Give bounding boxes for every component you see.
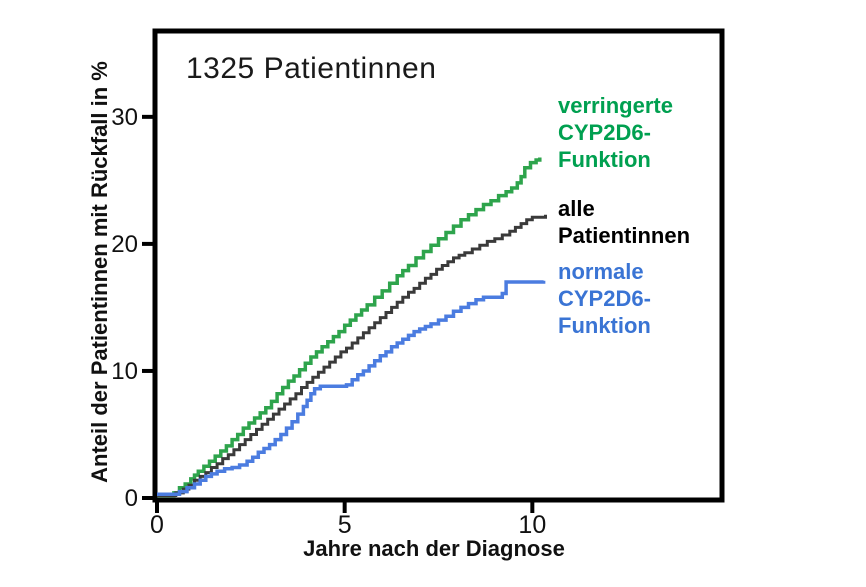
legend-line: normale xyxy=(558,259,644,284)
legend-item-verringerte-cyp2d6-funktion: verringerte CYP2D6- Funktion xyxy=(558,92,673,173)
y-tick-label: 10 xyxy=(111,358,138,385)
legend-item-alle-patientinnen: alle Patientinnen xyxy=(558,195,690,249)
curve-normale-cyp2d6-funktion xyxy=(157,280,546,496)
y-tick-label: 20 xyxy=(111,231,138,258)
x-tick-label: 5 xyxy=(338,511,352,539)
x-axis-label: Jahre nach der Diagnose xyxy=(303,536,565,561)
curve-alle-patientinnen xyxy=(157,214,547,497)
legend-line: CYP2D6- xyxy=(558,286,651,311)
chart-title: 1325 Patientinnen xyxy=(186,52,437,85)
y-tick-label: 30 xyxy=(111,104,138,131)
legend-item-normale-cyp2d6-funktion: normale CYP2D6- Funktion xyxy=(558,258,651,339)
x-tick-label: 10 xyxy=(518,511,546,539)
x-tick-label: 0 xyxy=(150,511,164,539)
y-axis-label: Anteil der Patientinnen mit Rückfall in … xyxy=(87,61,112,483)
y-tick-label: 0 xyxy=(125,485,138,512)
legend-line: CYP2D6- xyxy=(558,120,651,145)
legend-line: Patientinnen xyxy=(558,223,691,248)
curve-verringerte-cyp2d6-funktion xyxy=(157,157,542,498)
legend-line: Funktion xyxy=(558,313,651,338)
legend-line: alle xyxy=(558,196,595,221)
legend-line: Funktion xyxy=(558,147,651,172)
legend-line: verringerte xyxy=(558,93,673,118)
plot-frame xyxy=(152,28,725,503)
